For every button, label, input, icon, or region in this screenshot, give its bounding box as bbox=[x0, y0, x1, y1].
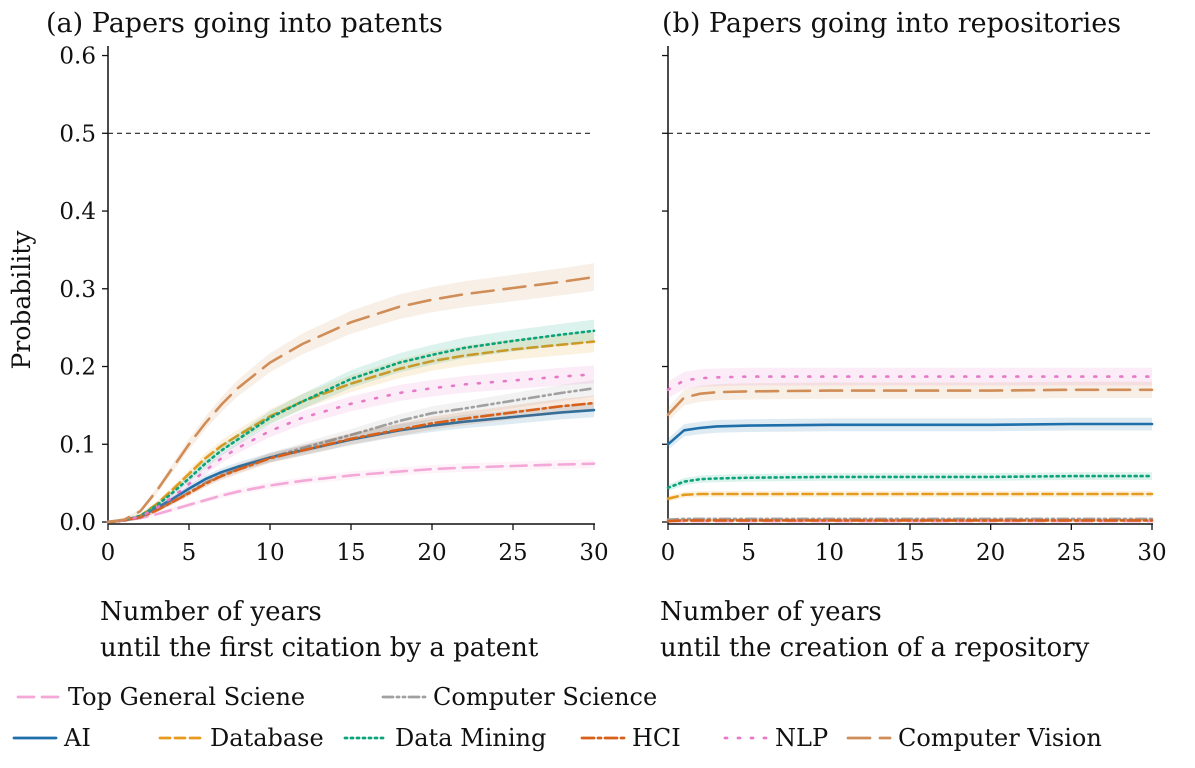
series-line-hci bbox=[106, 401, 596, 524]
confidence-band-database bbox=[668, 491, 1152, 502]
series-line-hci bbox=[666, 519, 1154, 523]
panel-b: (b) Papers going into repositories 0 5 10 15… bbox=[660, 8, 1167, 663]
x-tick-label: 15 bbox=[336, 540, 365, 566]
confidence-band-ai bbox=[668, 417, 1152, 450]
legend-label: Data Mining bbox=[395, 724, 546, 752]
y-tick-label: 0.3 bbox=[59, 277, 96, 303]
y-tick-label: 0.0 bbox=[59, 510, 96, 536]
confidence-band-data-mining bbox=[108, 319, 594, 522]
panel-a: (a) Papers going into patents 0.0 0.1 0.2 0.… bbox=[46, 8, 609, 663]
legend-item-nlp: NLP bbox=[723, 724, 828, 752]
legend-item-data-mining: Data Mining bbox=[343, 724, 546, 752]
legend: Top General Sciene Computer Science AI Data… bbox=[12, 683, 1102, 752]
y-tick-label: 0.1 bbox=[59, 432, 96, 458]
confidence-band-data-mining bbox=[668, 472, 1152, 492]
x-axis-label-line-2: until the creation of a repository bbox=[660, 633, 1090, 663]
series-line-ai bbox=[666, 422, 1154, 446]
y-tick-label: 0.2 bbox=[59, 355, 96, 381]
legend-label: AI bbox=[63, 724, 91, 752]
legend-item-computer-science: Computer Science bbox=[381, 683, 657, 711]
y-tick-label: 0.5 bbox=[59, 121, 96, 147]
confidence-band-computer-vision bbox=[108, 263, 594, 522]
series-line-top-general-sciene bbox=[106, 462, 596, 524]
series-line-data-mining bbox=[106, 329, 596, 524]
x-axis-label-line-2: until the first citation by a patent bbox=[100, 633, 539, 663]
x-tick-label: 0 bbox=[661, 540, 676, 566]
legend-label: Computer Science bbox=[433, 683, 657, 711]
x-tick-label: 30 bbox=[579, 540, 608, 566]
series-line-nlp bbox=[666, 375, 1154, 392]
legend-label: Database bbox=[210, 724, 324, 752]
panel-title: (b) Papers going into repositories bbox=[662, 8, 1121, 39]
confidence-band-nlp bbox=[108, 365, 594, 522]
x-tick-label: 20 bbox=[417, 540, 446, 566]
x-tick-label: 30 bbox=[1137, 540, 1166, 566]
series-line-database bbox=[666, 492, 1154, 500]
legend-label: NLP bbox=[775, 724, 828, 752]
x-tick-label: 5 bbox=[741, 540, 756, 566]
y-axis-label: Probability bbox=[7, 230, 36, 370]
x-tick-label: 25 bbox=[498, 540, 527, 566]
x-axis-label-line-1: Number of years bbox=[660, 597, 882, 627]
y-tick-label: 0.4 bbox=[59, 199, 96, 225]
chart-panels: (a) Papers going into patents 0.0 0.1 0.2 0.… bbox=[46, 8, 1167, 663]
confidence-band-computer-vision bbox=[668, 381, 1152, 422]
legend-label: Computer Vision bbox=[898, 724, 1102, 752]
legend-item-computer-vision: Computer Vision bbox=[846, 724, 1102, 752]
x-tick-label: 5 bbox=[182, 540, 197, 566]
series-line-ai bbox=[106, 408, 596, 524]
x-tick-label: 0 bbox=[101, 540, 116, 566]
confidence-band-computer-science bbox=[108, 380, 594, 522]
x-tick-label: 25 bbox=[1057, 540, 1086, 566]
x-tick-label: 10 bbox=[255, 540, 284, 566]
series-line-computer-science bbox=[666, 517, 1154, 521]
panel-title: (a) Papers going into patents bbox=[46, 8, 443, 39]
legend-item-ai: AI bbox=[12, 724, 91, 752]
series-line-data-mining bbox=[666, 474, 1154, 490]
x-axis-label-line-1: Number of years bbox=[100, 597, 322, 627]
x-tick-label: 20 bbox=[976, 540, 1005, 566]
legend-item-database: Database bbox=[158, 724, 324, 752]
legend-label: Top General Sciene bbox=[68, 683, 305, 711]
legend-item-hci: HCI bbox=[580, 724, 681, 752]
legend-item-top-general-sciene: Top General Sciene bbox=[16, 683, 305, 711]
y-tick-label: 0.6 bbox=[59, 44, 96, 70]
series-line-nlp bbox=[106, 373, 596, 524]
legend-label: HCI bbox=[632, 724, 681, 752]
series-line-computer-vision bbox=[666, 388, 1154, 416]
x-tick-label: 10 bbox=[815, 540, 844, 566]
x-tick-label: 15 bbox=[895, 540, 924, 566]
series-line-computer-vision bbox=[106, 275, 596, 524]
